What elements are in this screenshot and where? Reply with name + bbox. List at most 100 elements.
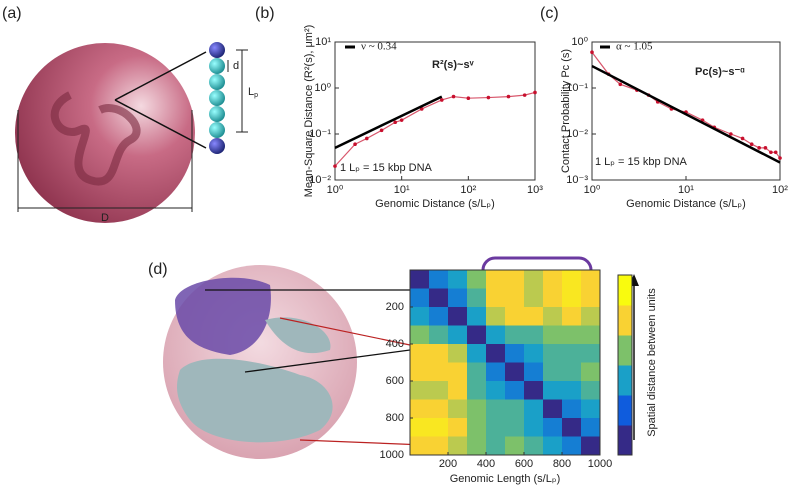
heatmap-cell (467, 270, 487, 289)
y-tick-label: 10⁰ (571, 36, 588, 48)
colorbar-frame (617, 274, 633, 456)
heatmap-cell (429, 381, 449, 400)
heatmap-cell (524, 362, 544, 382)
heatmap-cell (562, 325, 582, 345)
heatmap-cell (410, 288, 430, 308)
y-tick-label: 10⁻³ (566, 174, 588, 186)
x-tick-label: 800 (553, 458, 571, 470)
heatmap-cell (429, 362, 449, 382)
annotation: 1 Lₚ = 15 kbp DNA (595, 156, 688, 168)
heatmap-cell (505, 418, 525, 437)
fit-line (334, 95, 443, 149)
bead-label: d (233, 60, 239, 72)
colorbar-stop (618, 395, 632, 426)
heatmap-cell (467, 381, 487, 400)
heatmap-cell (429, 288, 449, 308)
heatmap-cell (505, 381, 525, 400)
x-tick-label: 10¹ (394, 184, 410, 196)
heatmap-cell (505, 344, 525, 363)
heatmap-cell (562, 270, 582, 289)
y-tick-label: 10⁻² (566, 128, 588, 140)
heatmap-cell (524, 344, 544, 363)
x-tick-label: 400 (477, 458, 495, 470)
x-tick-label: 10² (772, 184, 788, 196)
heatmap-cell (505, 325, 525, 345)
x-tick-label: 10⁰ (584, 184, 601, 196)
heatmap-cell (410, 325, 430, 345)
segment-label-main: L (248, 86, 254, 98)
x-tick-label: 600 (515, 458, 533, 470)
x-tick-label: 10⁰ (327, 184, 344, 196)
heatmap-cell (505, 362, 525, 382)
y-tick-label: 1000 (380, 449, 404, 461)
heatmap-cell (486, 288, 506, 308)
heatmap-cell (410, 418, 430, 437)
heatmap-cell (448, 418, 468, 437)
heatmap-cell (581, 288, 601, 308)
heatmap-cell (486, 325, 506, 345)
data-point (533, 90, 537, 95)
heatmap-cell (562, 418, 582, 437)
heatmap-cell (410, 436, 430, 456)
heatmap-cell (429, 325, 449, 345)
heatmap-cell (524, 270, 544, 289)
panel-label: (d) (148, 261, 168, 278)
plot-frame (334, 41, 536, 181)
heatmap-cell (524, 288, 544, 308)
heatmap-cell (410, 362, 430, 382)
heatmap-cell (410, 307, 430, 326)
x-tick-label: 1000 (588, 458, 612, 470)
heatmap-cell (429, 344, 449, 363)
colorbar-stop (618, 335, 632, 366)
heatmap-cell (448, 344, 468, 363)
heatmap-cell (562, 436, 582, 456)
colorbar-stop (618, 365, 632, 396)
heatmap-cell (543, 381, 563, 400)
heatmap-cell (429, 436, 449, 456)
legend-label: α ~ 1.05 (616, 41, 653, 53)
heatmap-cell (486, 436, 506, 456)
heatmap-cell (581, 436, 601, 456)
heatmap-cell (543, 418, 563, 437)
heatmap-cell (543, 307, 563, 326)
x-tick-label: 10³ (527, 184, 543, 196)
heatmap-cell (467, 436, 487, 456)
heatmap-cell (581, 381, 601, 400)
heatmap-cell (486, 307, 506, 326)
heatmap-cell (562, 381, 582, 400)
heatmap-cell (562, 399, 582, 419)
heatmap-cell (467, 344, 487, 363)
heatmap-cell (505, 399, 525, 419)
legend-label: ν ~ 0.34 (361, 41, 397, 53)
colorbar-stop (618, 305, 632, 336)
heatmap-cell (429, 418, 449, 437)
heatmap-cell (467, 325, 487, 345)
heatmap-cell (524, 307, 544, 326)
heatmap-cell (429, 399, 449, 419)
heatmap-cell (543, 288, 563, 308)
heatmap-cell (486, 362, 506, 382)
heatmap-cell (448, 288, 468, 308)
heatmap-cell (505, 270, 525, 289)
heatmap-cell (410, 381, 430, 400)
heatmap-cell (543, 436, 563, 456)
heatmap-cell (486, 344, 506, 363)
heatmap-cell (410, 399, 430, 419)
heatmap-cell (524, 436, 544, 456)
x-axis-label: Genomic Distance (s/Lₚ) (375, 198, 495, 210)
heatmap-cell (562, 307, 582, 326)
annotation: 1 Lₚ = 15 kbp DNA (340, 162, 433, 174)
heatmap-cell (486, 381, 506, 400)
panel-label: (c) (540, 5, 559, 22)
colorbar-stop (618, 425, 632, 456)
heatmap-cell (410, 344, 430, 363)
colorbar-stop (618, 275, 632, 306)
heatmap-cell (562, 288, 582, 308)
heatmap-cell (543, 399, 563, 419)
panel-label: (b) (255, 5, 275, 22)
heatmap-cell (581, 418, 601, 437)
heatmap-cell (486, 399, 506, 419)
y-axis-label: Mean-Square Distance (R²(s), μm²) (303, 25, 315, 198)
y-tick-label: 10¹ (315, 36, 331, 48)
